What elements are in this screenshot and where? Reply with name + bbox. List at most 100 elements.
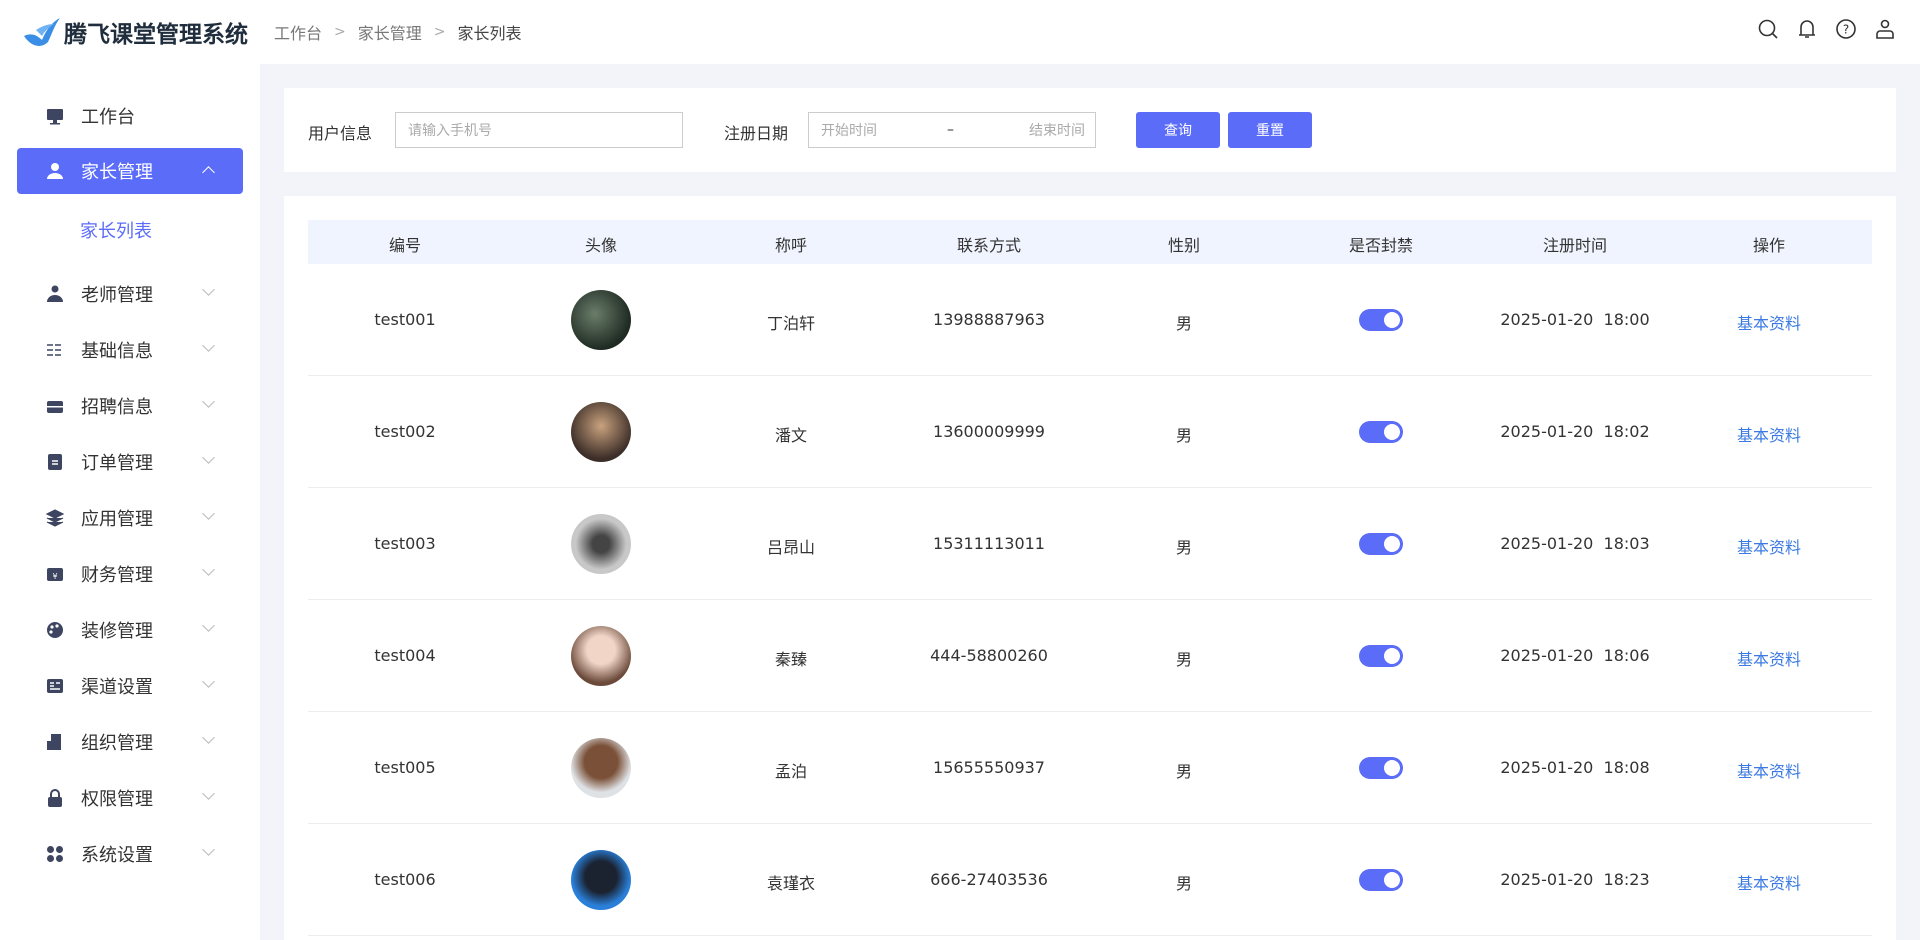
basic-info-link[interactable]: 基本资料: [1736, 762, 1802, 781]
user-id: test005: [374, 758, 436, 777]
avatar: [571, 514, 631, 574]
range-separator: –: [947, 122, 954, 138]
sidebar-item-label: 权限管理: [81, 789, 153, 810]
chevron-down-icon: [202, 451, 215, 464]
ban-toggle[interactable]: [1359, 309, 1403, 331]
wallet-icon: ¥: [45, 564, 65, 584]
user-name: 潘文: [774, 426, 808, 445]
sidebar-item-label: 老师管理: [81, 285, 153, 306]
basic-info-link[interactable]: 基本资料: [1736, 426, 1802, 445]
search-icon[interactable]: [1757, 18, 1779, 40]
briefcase-icon: [45, 396, 65, 416]
table-row: test004 秦臻 444-58800260 男 2025-01-20 18:…: [308, 600, 1872, 712]
sidebar-item-label: 系统设置: [81, 845, 153, 866]
chevron-down-icon: [202, 507, 215, 520]
lock-icon: [45, 788, 65, 808]
chevron-down-icon: [202, 619, 215, 632]
chevron-down-icon: [202, 339, 215, 352]
svg-text:¥: ¥: [52, 572, 57, 581]
sidebar-subitem-parent-list[interactable]: 家长列表: [80, 221, 152, 242]
user-name: 丁泊轩: [766, 314, 816, 333]
sidebar-item-9[interactable]: 装修管理: [17, 607, 243, 653]
sidebar-item-11[interactable]: 组织管理: [17, 719, 243, 765]
basic-info-link[interactable]: 基本资料: [1736, 650, 1802, 669]
start-date-placeholder[interactable]: 开始时间: [821, 123, 877, 139]
filter-panel: 用户信息 请输入手机号 注册日期 开始时间 – 结束时间 查询 重置: [284, 88, 1896, 172]
ban-toggle[interactable]: [1359, 757, 1403, 779]
ban-toggle[interactable]: [1359, 869, 1403, 891]
chevron-down-icon: [202, 787, 215, 800]
sidebar-item-label: 订单管理: [81, 453, 153, 474]
sidebar-item-label: 渠道设置: [81, 677, 153, 698]
user-gender: 男: [1175, 314, 1193, 333]
sidebar-item-10[interactable]: 渠道设置: [17, 663, 243, 709]
table-row: test002 潘文 13600009999 男 2025-01-20 18:0…: [308, 376, 1872, 488]
user-icon[interactable]: [1874, 18, 1896, 40]
building-icon: [45, 732, 65, 752]
sidebar-item-7[interactable]: 应用管理: [17, 495, 243, 541]
teacher-icon: [45, 284, 65, 304]
palette-icon: [45, 620, 65, 640]
sidebar-item-2[interactable]: 家长管理: [17, 148, 243, 194]
table-row: test001 丁泊轩 13988887963 男 2025-01-20 18:…: [308, 264, 1872, 376]
basic-info-link[interactable]: 基本资料: [1736, 314, 1802, 333]
table-row: test003 吕昂山 15311113011 男 2025-01-20 18:…: [308, 488, 1872, 600]
phone-input[interactable]: 请输入手机号: [395, 112, 683, 148]
chevron-down-icon: [202, 731, 215, 744]
parent-table: 编号 头像 称呼 联系方式 性别 是否封禁 注册时间 操作 test001 丁泊轩 13988…: [284, 196, 1896, 940]
date-range-picker[interactable]: 开始时间 – 结束时间: [808, 112, 1096, 148]
channel-icon: [45, 676, 65, 696]
sidebar-item-3[interactable]: 老师管理: [17, 271, 243, 317]
chevron-down-icon: [202, 563, 215, 576]
help-icon[interactable]: ?: [1835, 18, 1857, 40]
column-header: 注册时间: [1542, 236, 1608, 255]
reset-button[interactable]: 重置: [1228, 112, 1312, 148]
user-phone: 666-27403536: [930, 870, 1048, 889]
sidebar: 工作台家长管理老师管理基础信息招聘信息订单管理应用管理 ¥ 财务管理装修管理渠道设置…: [0, 64, 260, 940]
breadcrumb-item[interactable]: 工作台: [274, 24, 323, 43]
column-header: 头像: [584, 236, 618, 255]
user-id: test006: [374, 870, 436, 889]
sidebar-item-label: 家长管理: [81, 162, 153, 183]
basic-info-link[interactable]: 基本资料: [1736, 538, 1802, 557]
logo[interactable]: 腾飞课堂管理系统: [22, 14, 248, 50]
sidebar-item-12[interactable]: 权限管理: [17, 775, 243, 821]
column-header: 联系方式: [956, 236, 1022, 255]
user-name: 吕昂山: [766, 538, 816, 557]
user-name: 孟泊: [774, 762, 808, 781]
ban-toggle[interactable]: [1359, 421, 1403, 443]
column-header: 性别: [1167, 236, 1201, 255]
ban-toggle[interactable]: [1359, 645, 1403, 667]
sidebar-item-label: 招聘信息: [81, 397, 153, 418]
search-button[interactable]: 查询: [1136, 112, 1220, 148]
sidebar-item-8[interactable]: ¥ 财务管理: [17, 551, 243, 597]
sidebar-item-label: 基础信息: [81, 341, 153, 362]
sidebar-item-6[interactable]: 订单管理: [17, 439, 243, 485]
table-row: test006 袁瑾衣 666-27403536 男 2025-01-20 18…: [308, 824, 1872, 936]
user-name: 秦臻: [774, 650, 808, 669]
basic-info-link[interactable]: 基本资料: [1736, 874, 1802, 893]
sidebar-item-label: 组织管理: [81, 733, 153, 754]
sidebar-item-1[interactable]: 工作台: [17, 93, 243, 139]
breadcrumb-item[interactable]: 家长管理: [357, 24, 422, 43]
dashboard-icon: [45, 106, 65, 126]
user-gender: 男: [1175, 538, 1193, 557]
chevron-up-icon: [202, 166, 215, 179]
user-id: test002: [374, 422, 436, 441]
sidebar-item-13[interactable]: 系统设置: [17, 831, 243, 877]
breadcrumb: 工作台 > 家长管理 > 家长列表: [274, 20, 522, 44]
user-icon: [45, 161, 65, 181]
user-phone: 13600009999: [933, 422, 1045, 441]
register-time: 2025-01-20 18:02: [1500, 422, 1650, 441]
user-name: 袁瑾衣: [766, 874, 816, 893]
chevron-down-icon: [202, 675, 215, 688]
phone-placeholder: 请输入手机号: [408, 123, 492, 139]
sidebar-item-5[interactable]: 招聘信息: [17, 383, 243, 429]
sidebar-item-4[interactable]: 基础信息: [17, 327, 243, 373]
bell-icon[interactable]: [1796, 18, 1818, 40]
chevron-down-icon: [202, 843, 215, 856]
end-date-placeholder[interactable]: 结束时间: [1029, 123, 1085, 139]
user-info-label: 用户信息: [308, 124, 373, 143]
app-title: 腾飞课堂管理系统: [64, 22, 248, 48]
ban-toggle[interactable]: [1359, 533, 1403, 555]
